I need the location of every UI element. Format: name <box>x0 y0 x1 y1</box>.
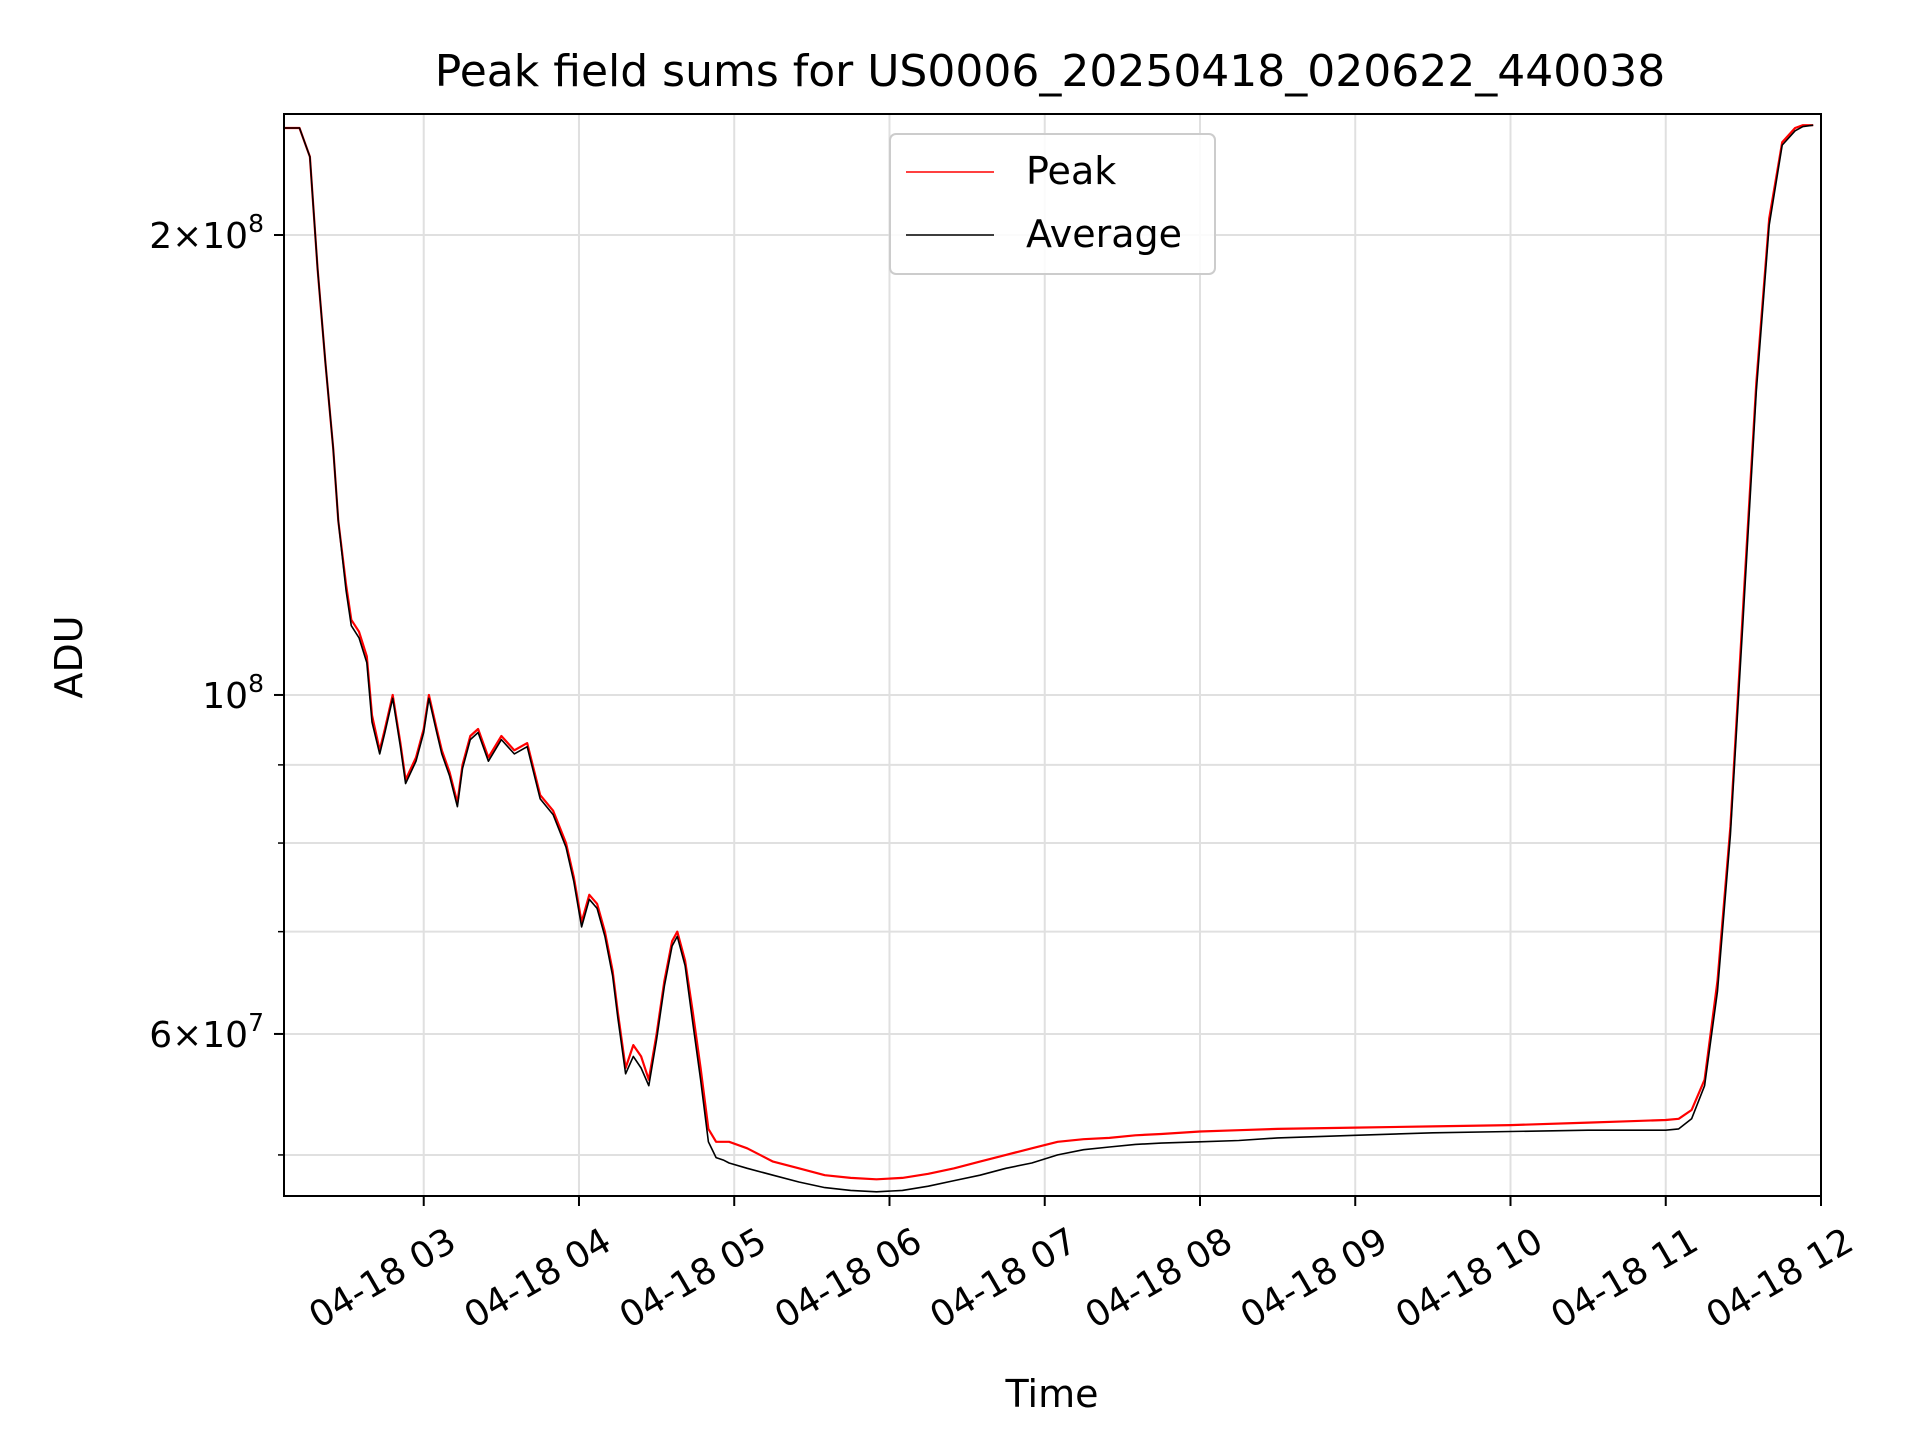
series-lines <box>284 124 1814 1193</box>
plot-area-frame <box>283 113 1822 1197</box>
chart-title: Peak field sums for US0006_20250418_0206… <box>435 46 1665 97</box>
legend: Peak Average <box>889 133 1216 275</box>
y-tick-label: 6×107 <box>149 1008 264 1056</box>
legend-label-average: Average <box>1026 212 1182 256</box>
y-tick-label: 108 <box>202 669 264 717</box>
legend-box <box>889 133 1216 275</box>
series-line-average <box>284 124 1814 1193</box>
y-axis: 2×108 108 6×107 <box>149 209 284 1156</box>
x-axis-title: Time <box>1005 1372 1099 1416</box>
y-tick-label: 2×108 <box>149 209 264 257</box>
legend-label-peak: Peak <box>1026 149 1116 193</box>
y-axis-title: ADU <box>47 615 91 698</box>
